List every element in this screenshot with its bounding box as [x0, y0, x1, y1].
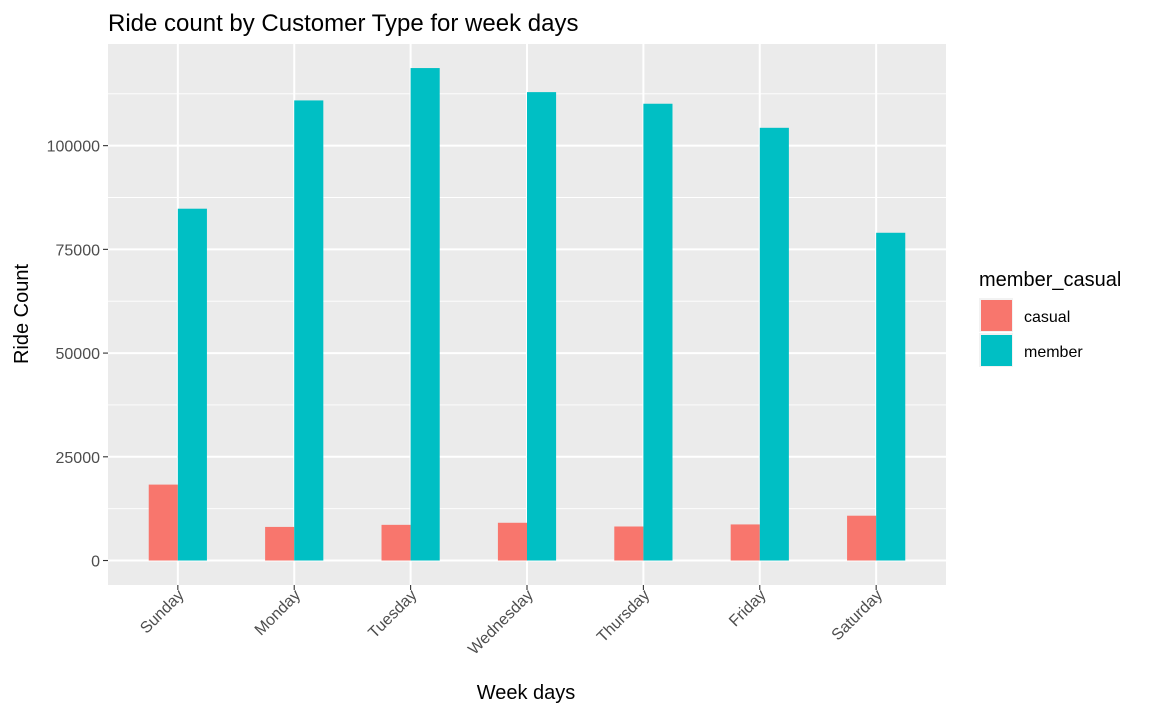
legend-swatch-casual [981, 300, 1012, 331]
y-tick-label: 75000 [56, 242, 101, 259]
bar-casual-friday [730, 524, 760, 561]
bar-casual-sunday [148, 484, 178, 561]
y-tick-label: 50000 [56, 346, 101, 363]
x-axis: Sunday Monday Tuesday Wednesday Thursday Frid… [137, 585, 886, 658]
y-tick-label: 25000 [56, 450, 101, 467]
x-tick-label: Thursday [594, 587, 653, 646]
x-tick-label: Saturday [829, 587, 886, 644]
bar-member-wednesday [527, 92, 557, 561]
y-axis: 0 25000 50000 75000 100000 [47, 139, 108, 571]
chart-title: Ride count by Customer Type for week day… [108, 10, 578, 37]
legend: member_casual casual member [979, 269, 1121, 367]
legend-swatch-member [981, 335, 1012, 366]
bars [148, 68, 906, 561]
legend-label-member: member [1024, 344, 1083, 361]
bar-member-tuesday [410, 68, 440, 561]
bar-member-friday [759, 127, 789, 561]
bar-member-sunday [177, 208, 207, 561]
y-tick-label: 100000 [47, 139, 100, 156]
bar-member-thursday [643, 103, 673, 561]
x-tick-label: Tuesday [365, 587, 420, 642]
x-tick-label: Sunday [137, 587, 187, 637]
x-tick-label: Monday [252, 587, 304, 639]
x-tick-label: Wednesday [465, 587, 537, 659]
bar-member-monday [294, 100, 324, 561]
bar-casual-tuesday [381, 524, 411, 561]
y-axis-title: Ride Count [11, 264, 33, 365]
legend-items: casual member [979, 298, 1083, 367]
bar-casual-wednesday [497, 522, 527, 561]
bar-member-saturday [876, 232, 906, 561]
x-axis-title: Week days [477, 682, 576, 704]
legend-label-casual: casual [1024, 309, 1070, 326]
legend-title: member_casual [979, 269, 1121, 291]
bar-casual-saturday [847, 515, 877, 561]
y-tick-label: 0 [91, 554, 100, 571]
x-tick-label: Friday [726, 587, 769, 630]
bar-casual-thursday [614, 526, 644, 561]
bar-casual-monday [265, 526, 295, 561]
